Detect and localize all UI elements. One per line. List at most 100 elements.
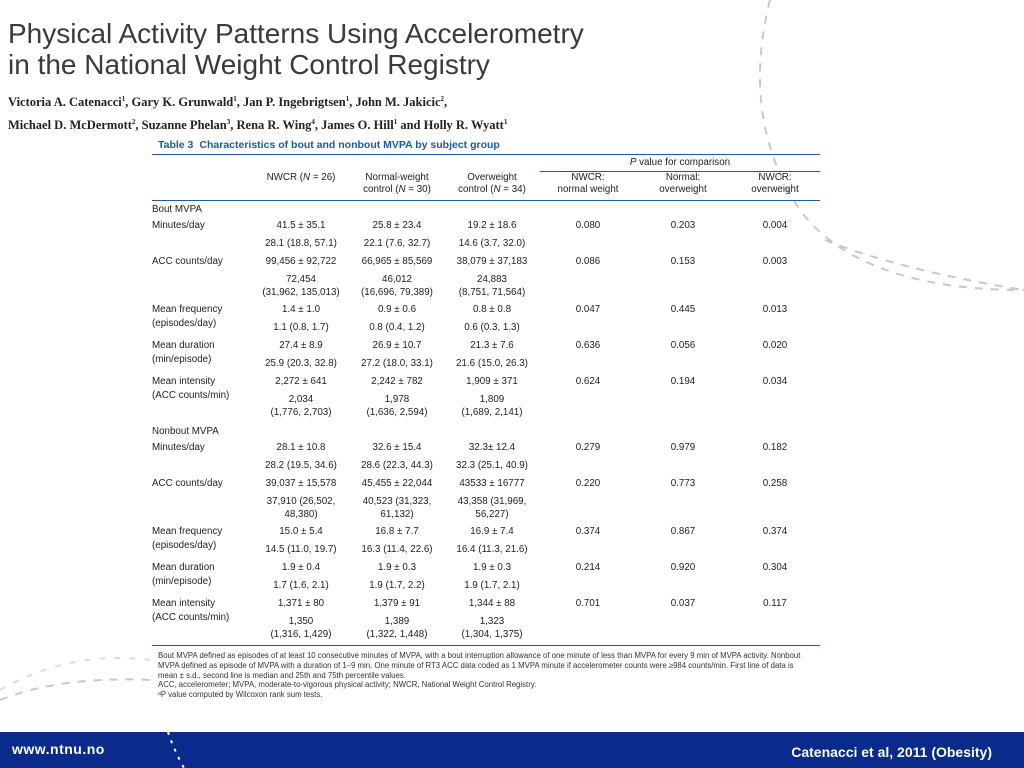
group-label: Nonbout MVPA — [152, 426, 219, 437]
author-name: Michael D. McDermott — [8, 118, 132, 133]
author-affiliation: 3 — [226, 118, 231, 127]
p-value-cell: 0.003 — [762, 256, 788, 267]
median-iqr-line: (1,776, 2,703) — [270, 407, 332, 418]
median-iqr-cell: 32.3 (25.1, 40.9) — [444, 459, 540, 477]
row-label-line: Minutes/day — [152, 220, 205, 231]
empty-cell — [636, 237, 730, 255]
group-row: Bout MVPA — [152, 201, 820, 220]
author-name: , Rena R. Wing — [230, 118, 312, 133]
row-label: ACC counts/day — [152, 255, 252, 303]
empty-cell — [730, 543, 820, 561]
title-line-2: in the National Weight Control Registry — [8, 49, 490, 80]
row-label: ACC counts/day — [152, 477, 252, 525]
median-iqr-cell: 0.6 (0.3, 1.3) — [444, 321, 540, 339]
empty-cell — [540, 579, 636, 597]
mean-sd-cell: 28.1 ± 10.8 — [276, 442, 326, 453]
table-row: 1.1 (0.8, 1.7) 0.8 (0.4, 1.2) 0.6 (0.3, 1.… — [152, 321, 820, 339]
row-label-line: Mean intensity — [152, 598, 216, 609]
results-table: P value for comparison NWCR (N = 26) Nor… — [152, 154, 820, 648]
p-value-cell: 0.020 — [762, 340, 788, 351]
empty-cell — [540, 393, 636, 423]
row-label: Minutes/day — [152, 441, 252, 477]
table-row: ACC counts/day 39,037 ± 15,578 45,455 ± 22… — [152, 477, 820, 495]
p-value-cell: 0.773 — [670, 478, 696, 489]
median-iqr-line: 1.9 (1.7, 2.1) — [464, 580, 520, 591]
median-iqr-line: 0.6 (0.3, 1.3) — [464, 322, 520, 333]
median-iqr-cell: 1.9 (1.7, 2.1) — [444, 579, 540, 597]
table-row: 28.2 (19.5, 34.6) 28.6 (22.3, 44.3) 32.3 (… — [152, 459, 820, 477]
mean-sd-cell: 99,456 ± 92,722 — [265, 256, 337, 267]
median-iqr-line: 0.8 (0.4, 1.2) — [369, 322, 425, 333]
mean-sd-cell: 26.9 ± 10.7 — [372, 340, 422, 351]
p-value-cell: 0.220 — [575, 478, 601, 489]
empty-cell — [540, 543, 636, 561]
mean-sd-cell: 43533 ± 16777 — [459, 478, 525, 489]
table-row: 1.7 (1.6, 2.1) 1.9 (1.7, 2.2) 1.9 (1.7, 2.… — [152, 579, 820, 597]
col-header-normal: Normal-weight control (N = 30) — [350, 171, 444, 201]
empty-cell — [730, 321, 820, 339]
median-iqr-cell: 0.8 (0.4, 1.2) — [350, 321, 444, 339]
row-label-line: Mean frequency — [152, 304, 223, 315]
table-row: Mean intensity (ACC counts/min) 1,371 ± 80… — [152, 597, 820, 623]
row-label-line: Mean duration — [152, 562, 215, 573]
table-caption: Table 3 Characteristics of bout and nonbo… — [152, 136, 820, 154]
p-value-cell: 0.867 — [670, 526, 696, 537]
footer-url[interactable]: www.ntnu.no — [12, 741, 105, 757]
p-value-cell: 0.979 — [670, 442, 696, 453]
empty-cell — [540, 615, 636, 646]
author-list: Victoria A. Catenacci1, Gary K. Grunwald… — [8, 89, 507, 135]
mean-sd-cell: 1,909 ± 371 — [466, 376, 518, 387]
mean-sd-cell: 1.9 ± 0.3 — [377, 562, 417, 573]
author-line-1: Victoria A. Catenacci1, Gary K. Grunwald… — [8, 89, 507, 112]
median-iqr-cell: 22.1 (7.6, 32.7) — [350, 237, 444, 255]
empty-cell — [636, 393, 730, 423]
mean-sd-cell: 45,455 ± 22,044 — [361, 478, 433, 489]
p-value-cell: 0.182 — [762, 442, 788, 453]
median-iqr-line: (31,962, 135,013) — [262, 287, 340, 298]
empty-cell — [730, 579, 820, 597]
row-label-line: Mean frequency — [152, 526, 223, 537]
median-iqr-cell: 2,034 (1,776, 2,703) — [252, 393, 350, 423]
empty-cell — [730, 237, 820, 255]
median-iqr-line: (8,751, 71,564) — [458, 287, 526, 298]
empty-cell — [730, 393, 820, 423]
p-value-cell: 0.037 — [670, 598, 696, 609]
p-header-text: value for comparison — [636, 157, 731, 168]
median-iqr-cell: 28.6 (22.3, 44.3) — [350, 459, 444, 477]
median-iqr-line: 1,350 — [288, 616, 314, 627]
author-name: Victoria A. Catenacci — [8, 95, 122, 110]
median-iqr-cell: 28.1 (18.8, 57.1) — [252, 237, 350, 255]
mean-sd-cell: 2,272 ± 641 — [275, 376, 327, 387]
mean-sd-cell: 39,037 ± 15,578 — [265, 478, 337, 489]
p-value-cell: 0.117 — [763, 598, 787, 609]
median-iqr-cell: 1,809 (1,689, 2,141) — [444, 393, 540, 423]
author-affiliation: 1 — [503, 118, 508, 127]
median-iqr-line: (1,322, 1,448) — [366, 629, 428, 640]
median-iqr-line: 1,978 — [384, 394, 410, 405]
empty-cell — [636, 459, 730, 477]
row-label-line: (episodes/day) — [152, 540, 217, 551]
row-label-line: (ACC counts/min) — [152, 612, 230, 623]
empty-cell — [540, 237, 636, 255]
mean-sd-cell: 15.0 ± 5.4 — [279, 526, 323, 537]
median-iqr-line: 61,132) — [380, 509, 414, 520]
table-bottom-rule — [152, 645, 820, 648]
median-iqr-line: 1,809 — [479, 394, 505, 405]
empty-cell — [730, 357, 820, 375]
footer-bar: www.ntnu.no Catenacci et al, 2011 (Obesi… — [0, 732, 1024, 768]
empty-cell — [540, 273, 636, 303]
p-value-cell: 0.445 — [670, 304, 696, 315]
median-iqr-cell: 37,910 (26,502, 48,380) — [252, 495, 350, 525]
table-row: Minutes/day 28.1 ± 10.8 32.6 ± 15.4 32.3± 1… — [152, 441, 820, 459]
table-row: 37,910 (26,502, 48,380) 40,523 (31,323, 61,… — [152, 495, 820, 525]
median-iqr-line: (1,689, 2,141) — [461, 407, 523, 418]
mean-sd-cell: 0.8 ± 0.8 — [472, 304, 512, 315]
author-affiliation: 1 — [233, 95, 237, 103]
row-label: Mean frequency (episodes/day) — [152, 303, 252, 339]
p-value-header: P value for comparison — [540, 154, 820, 172]
mean-sd-cell: 1.9 ± 0.4 — [281, 562, 321, 573]
median-iqr-cell: 16.3 (11.4, 22.6) — [350, 543, 444, 561]
median-iqr-cell: 14.5 (11.0, 19.7) — [252, 543, 350, 561]
median-iqr-cell: 40,523 (31,323, 61,132) — [350, 495, 444, 525]
empty-cell — [636, 495, 730, 525]
